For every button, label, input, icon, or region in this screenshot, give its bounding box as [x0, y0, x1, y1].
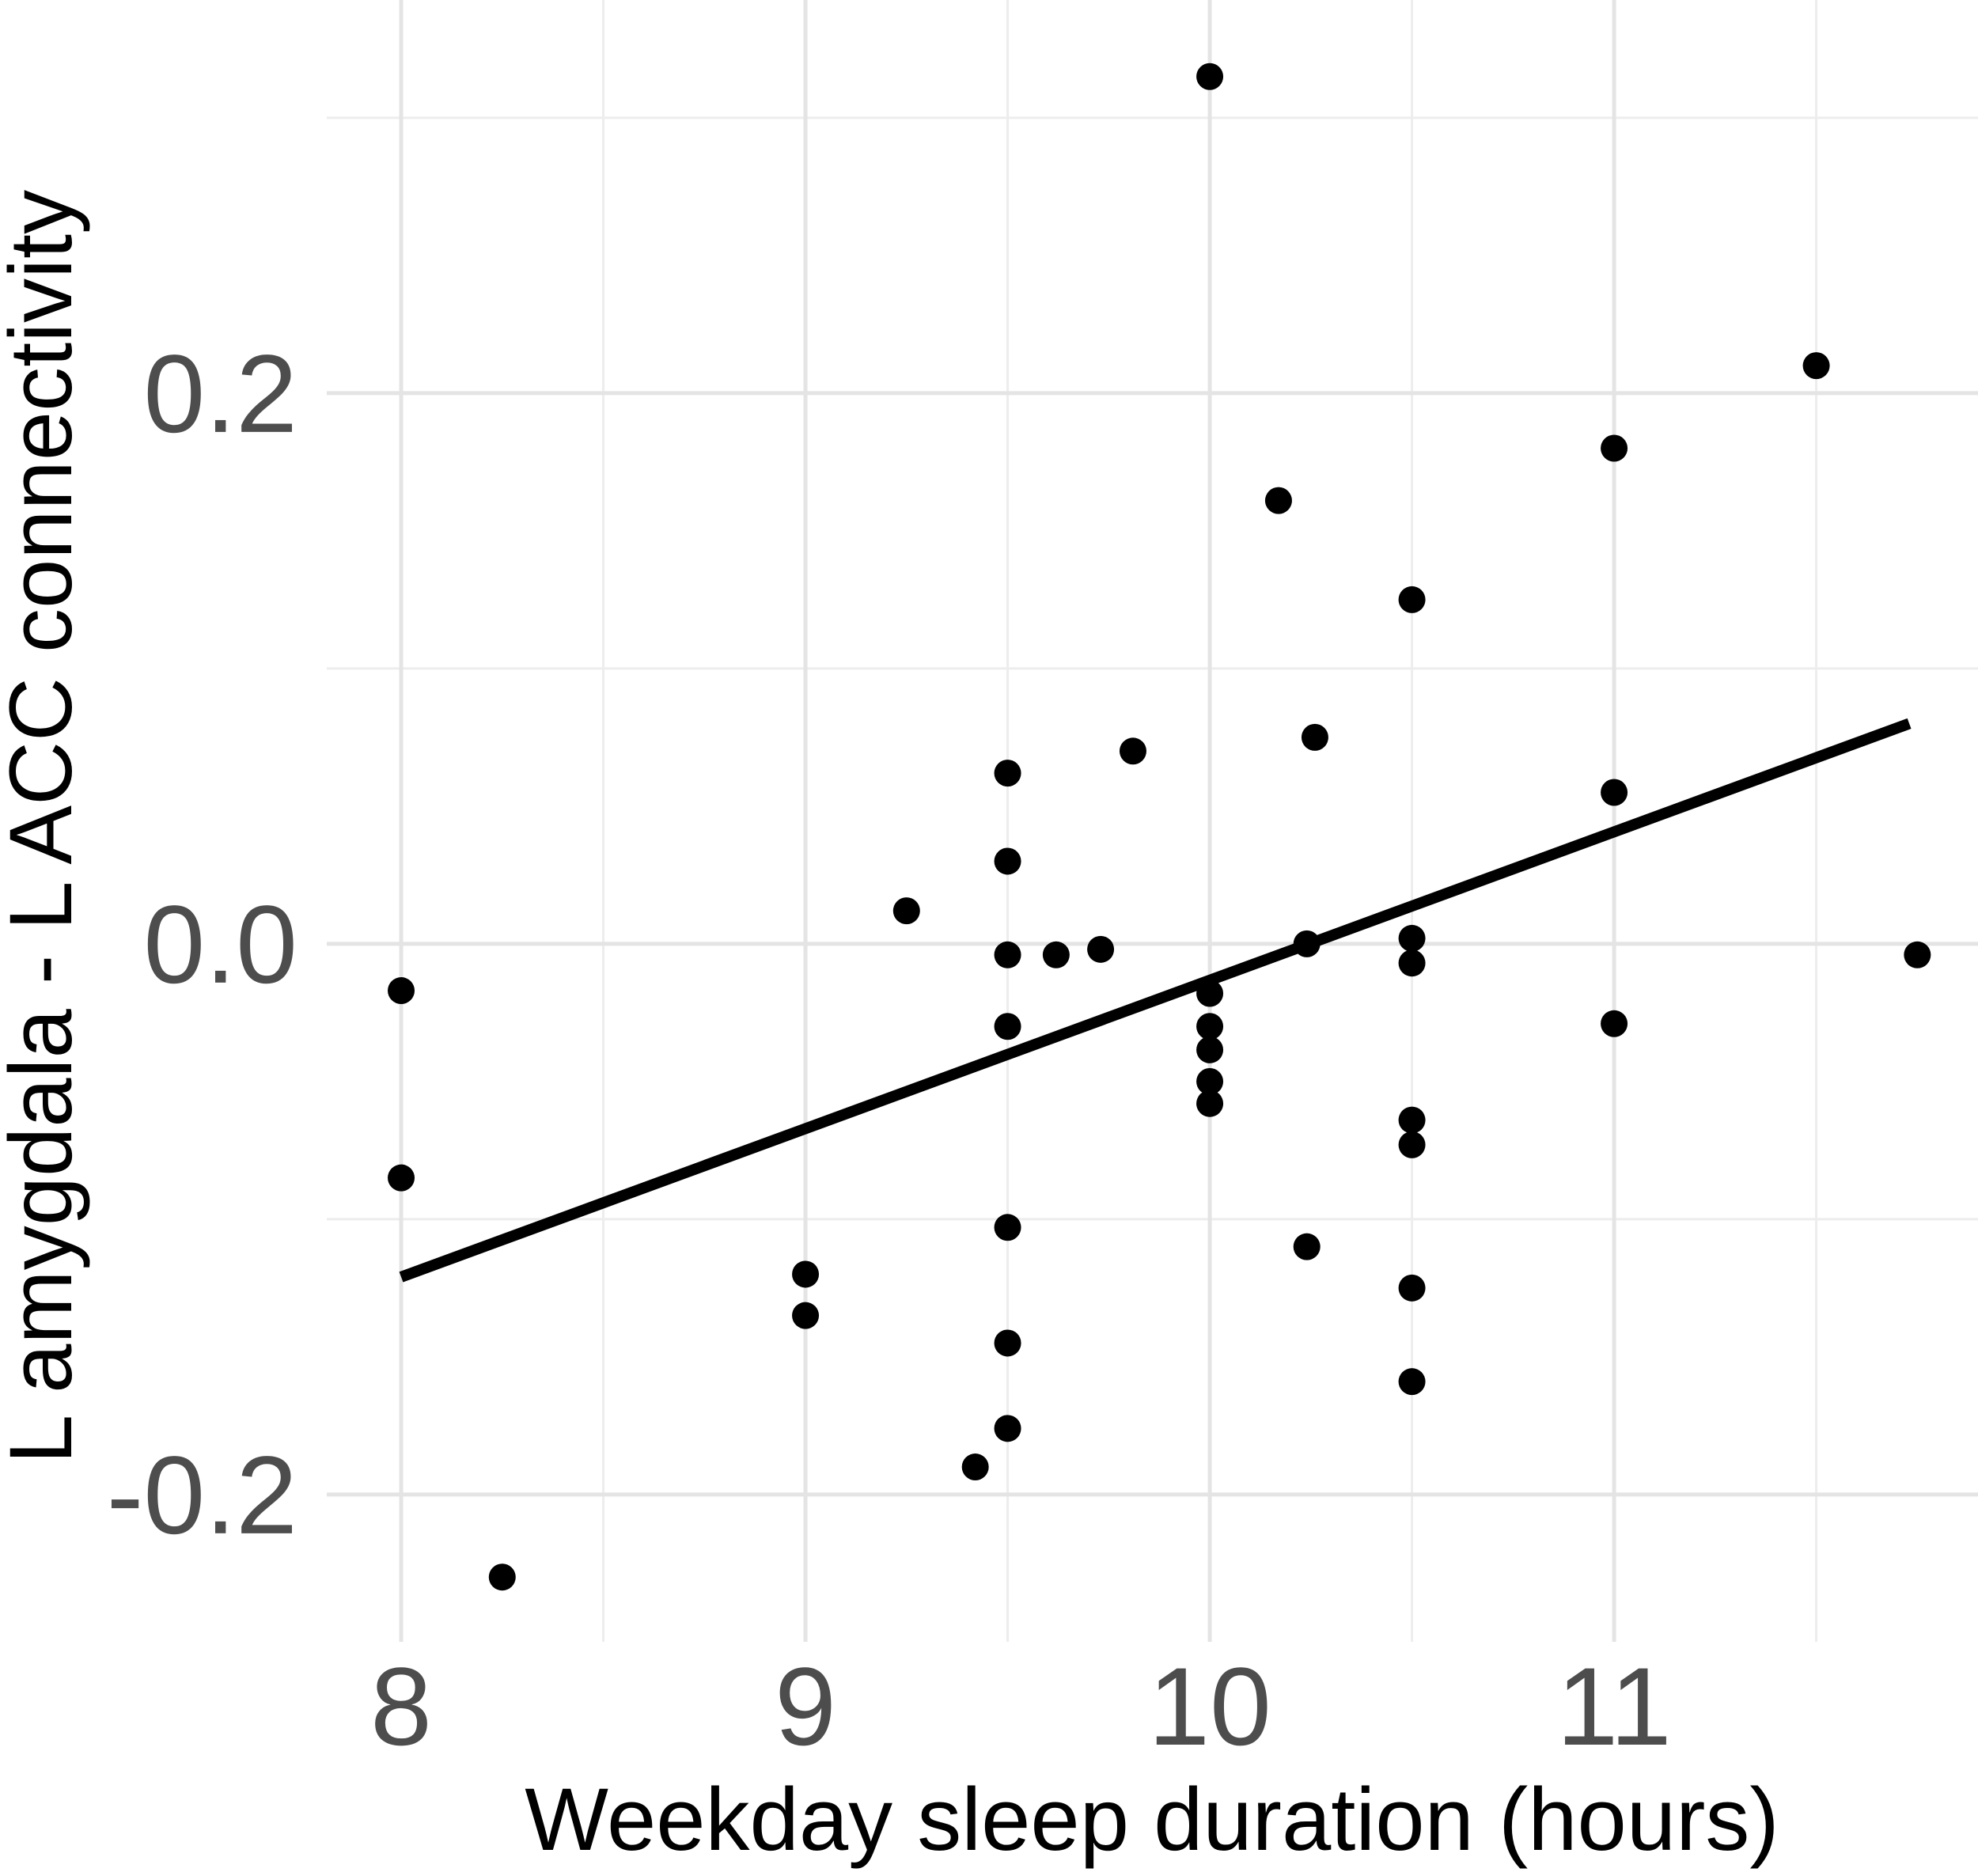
- data-point: [994, 1013, 1021, 1040]
- data-point: [994, 847, 1021, 875]
- data-point: [1042, 941, 1070, 968]
- data-point: [994, 1415, 1021, 1442]
- data-point: [388, 977, 415, 1005]
- data-point: [1398, 924, 1426, 952]
- y-axis-title: L amygdala - L ACC connectivity: [0, 190, 90, 1464]
- data-point: [1293, 1233, 1321, 1260]
- data-point: [1398, 1368, 1426, 1396]
- x-tick-label: 8: [370, 1644, 432, 1768]
- x-tick-label: 11: [1556, 1644, 1671, 1768]
- data-point: [1119, 737, 1146, 765]
- data-point: [1196, 1090, 1224, 1117]
- data-point: [1802, 352, 1830, 380]
- y-tick-label: -0.2: [107, 1433, 297, 1557]
- trend-line: [399, 718, 1912, 1283]
- major-gridlines: [327, 0, 1978, 1642]
- data-point: [1398, 586, 1426, 613]
- data-points: [388, 63, 1931, 1591]
- data-point: [1087, 935, 1115, 963]
- data-point: [1601, 779, 1628, 806]
- data-point: [1293, 930, 1321, 957]
- y-tick-label: 0.0: [143, 882, 297, 1006]
- y-axis-tick-labels: 0.2 0.0 -0.2: [107, 332, 297, 1557]
- data-point: [1398, 1274, 1426, 1302]
- data-point: [388, 1164, 415, 1192]
- minor-gridlines: [327, 0, 1978, 1642]
- x-axis-title: Weekday sleep duration (hours): [525, 1770, 1779, 1869]
- data-point: [1196, 980, 1224, 1007]
- data-point: [1398, 949, 1426, 977]
- data-point: [488, 1563, 516, 1591]
- data-point: [994, 941, 1021, 968]
- data-point: [1601, 434, 1628, 462]
- data-point: [1398, 1131, 1426, 1158]
- data-point: [1601, 1010, 1628, 1037]
- data-point: [1196, 1036, 1224, 1063]
- data-point: [1904, 941, 1931, 968]
- x-axis-tick-labels: 8 9 10 11: [370, 1644, 1672, 1768]
- data-point: [1301, 723, 1328, 751]
- data-point: [994, 1214, 1021, 1241]
- data-point: [792, 1260, 820, 1288]
- data-point: [961, 1453, 989, 1481]
- x-tick-label: 10: [1148, 1644, 1271, 1768]
- data-point: [1398, 1106, 1426, 1134]
- data-point: [792, 1302, 820, 1329]
- data-point: [1196, 63, 1224, 90]
- data-point: [994, 760, 1021, 787]
- data-point: [1196, 1067, 1224, 1095]
- y-tick-label: 0.2: [143, 332, 297, 456]
- x-tick-label: 9: [775, 1644, 836, 1768]
- data-point: [994, 1329, 1021, 1357]
- data-point: [1264, 487, 1292, 514]
- data-point: [1196, 1013, 1224, 1040]
- data-point: [892, 897, 920, 925]
